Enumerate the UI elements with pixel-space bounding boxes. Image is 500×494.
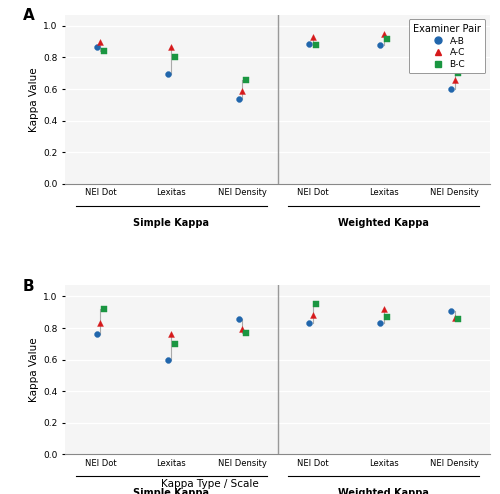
Text: B: B <box>22 279 34 293</box>
Point <box>242 76 250 83</box>
Point <box>384 313 392 321</box>
Point <box>312 299 320 307</box>
Point <box>447 307 455 315</box>
Point <box>309 33 317 41</box>
Point <box>238 325 246 333</box>
Point <box>93 330 101 338</box>
Point <box>450 76 458 83</box>
Point <box>164 356 172 364</box>
Point <box>380 30 388 38</box>
Text: A: A <box>22 8 34 23</box>
Point <box>380 305 388 313</box>
Point <box>167 43 175 51</box>
Point <box>171 53 179 61</box>
Point <box>242 329 250 337</box>
Text: Weighted Kappa: Weighted Kappa <box>338 218 429 228</box>
Point <box>306 319 314 327</box>
Point <box>384 35 392 42</box>
Point <box>171 340 179 348</box>
Point <box>96 319 104 327</box>
Point <box>238 87 246 95</box>
Point <box>376 41 384 49</box>
Point <box>234 315 242 323</box>
Point <box>100 47 108 55</box>
Point <box>93 43 101 51</box>
Point <box>164 70 172 78</box>
Text: Kappa Type / Scale: Kappa Type / Scale <box>161 479 259 489</box>
Point <box>447 85 455 93</box>
Point <box>454 315 462 323</box>
Point <box>312 41 320 49</box>
Point <box>306 40 314 48</box>
Point <box>100 305 108 313</box>
Point <box>376 319 384 327</box>
Point <box>450 314 458 322</box>
Y-axis label: Kappa Value: Kappa Value <box>29 337 39 402</box>
Text: Weighted Kappa: Weighted Kappa <box>338 488 429 494</box>
Point <box>454 69 462 77</box>
Point <box>234 95 242 103</box>
Point <box>309 311 317 319</box>
Text: Simple Kappa: Simple Kappa <box>133 488 209 494</box>
Legend: A-B, A-C, B-C: A-B, A-C, B-C <box>408 19 486 74</box>
Text: Simple Kappa: Simple Kappa <box>133 218 209 228</box>
Y-axis label: Kappa Value: Kappa Value <box>29 67 39 132</box>
Point <box>167 330 175 338</box>
Point <box>96 39 104 46</box>
